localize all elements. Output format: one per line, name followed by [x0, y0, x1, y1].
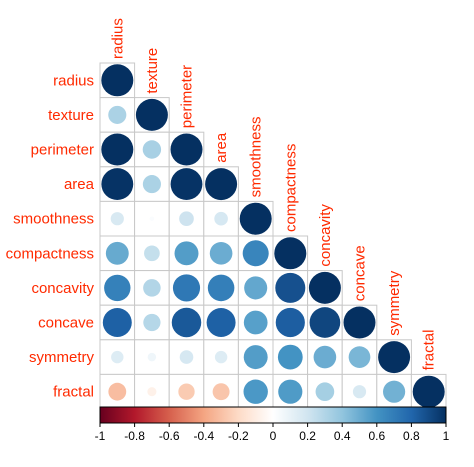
col-label-smoothness: smoothness	[248, 117, 265, 198]
corr-circle-fractal-concave	[352, 385, 367, 399]
row-label-radius: radius	[53, 72, 94, 89]
col-label-radius: radius	[109, 18, 126, 59]
corr-circle-compactness-perimeter	[174, 241, 199, 266]
colorbar-tick-label: -0.2	[228, 429, 249, 443]
row-label-perimeter: perimeter	[31, 142, 94, 159]
corr-circle-symmetry-symmetry	[378, 341, 411, 374]
colorbar-tick-label: -0.4	[193, 429, 214, 443]
corr-circle-concave-area	[206, 308, 236, 337]
corr-circle-concavity-area	[207, 274, 235, 302]
corr-circle-concavity-radius	[104, 274, 131, 302]
corr-circle-fractal-fractal	[412, 375, 445, 408]
correlation-cells	[99, 62, 447, 410]
colorbar-gradient	[99, 406, 447, 424]
corr-circle-area-area	[205, 168, 238, 201]
corr-circle-symmetry-perimeter	[179, 350, 194, 364]
corr-circle-concave-concave	[343, 306, 376, 339]
corr-circle-concave-smoothness	[243, 310, 268, 335]
corr-circle-concavity-concavity	[308, 271, 341, 304]
corr-circle-symmetry-concave	[348, 346, 371, 368]
corr-circle-symmetry-smoothness	[243, 345, 268, 370]
corr-circle-concavity-texture	[143, 279, 161, 297]
colorbar-tick-label: -0.6	[159, 429, 180, 443]
corr-circle-smoothness-perimeter	[179, 211, 194, 227]
corr-circle-concave-radius	[102, 308, 132, 337]
corr-circle-concavity-compactness	[275, 272, 306, 303]
colorbar-tick-label: 0	[270, 429, 277, 443]
col-label-concavity: concavity	[317, 204, 334, 267]
colorbar-tick-label: 1	[443, 429, 450, 443]
corr-circle-compactness-compactness	[274, 237, 307, 270]
corr-circle-compactness-area	[209, 241, 233, 265]
corr-circle-concavity-smoothness	[244, 276, 268, 300]
corr-circle-concavity-perimeter	[172, 274, 201, 302]
corr-circle-perimeter-radius	[101, 133, 134, 166]
corr-circle-concave-perimeter	[171, 307, 202, 338]
col-label-perimeter: perimeter	[179, 65, 196, 128]
row-label-concave: concave	[38, 315, 94, 332]
corr-circle-concave-compactness	[275, 307, 305, 338]
col-label-concave: concave	[352, 245, 369, 301]
corr-circle-fractal-compactness	[278, 379, 303, 404]
row-label-compactness: compactness	[6, 245, 94, 262]
corr-circle-smoothness-radius	[110, 212, 124, 226]
corr-circle-smoothness-area	[214, 211, 228, 226]
corr-circle-smoothness-texture	[149, 216, 155, 221]
colorbar: -1 -0.8 -0.6 -0.4 -0.2 0 0.2 0.4 0.6 0.8 1	[95, 406, 450, 443]
corr-circle-perimeter-texture	[142, 140, 162, 159]
row-labels: radius texture perimeter area smoothness comp…	[6, 72, 95, 400]
corr-circle-compactness-radius	[105, 241, 129, 265]
corr-circle-fractal-radius	[108, 382, 127, 401]
row-label-concavity: concavity	[31, 280, 94, 297]
row-label-fractal: fractal	[53, 384, 94, 401]
corr-circle-concave-texture	[143, 313, 161, 332]
col-label-compactness: compactness	[282, 144, 299, 232]
colorbar-tick-label: -0.8	[124, 429, 145, 443]
corr-circle-fractal-smoothness	[243, 379, 268, 404]
corr-circle-compactness-texture	[144, 245, 160, 262]
col-label-texture: texture	[144, 48, 161, 94]
col-label-area: area	[213, 132, 230, 163]
col-label-fractal: fractal	[421, 330, 438, 371]
row-label-texture: texture	[48, 107, 94, 124]
corr-circle-smoothness-smoothness	[239, 202, 272, 235]
colorbar-tick-label: 0.4	[334, 429, 351, 443]
row-label-symmetry: symmetry	[29, 349, 94, 366]
corr-circle-area-texture	[142, 175, 161, 194]
corr-circle-fractal-texture	[147, 387, 157, 397]
corr-circle-concave-concavity	[309, 307, 341, 338]
corr-circle-symmetry-radius	[111, 350, 124, 364]
corr-circle-symmetry-compactness	[277, 344, 303, 370]
colorbar-tick-label: 0.2	[299, 429, 316, 443]
corr-circle-symmetry-area	[214, 350, 228, 364]
corr-circle-area-radius	[101, 168, 134, 201]
column-labels: radius texture perimeter area smoothness comp…	[109, 18, 437, 370]
corr-circle-texture-texture	[135, 98, 168, 131]
corr-circle-perimeter-perimeter	[170, 133, 203, 166]
corr-circle-radius-radius	[101, 64, 134, 97]
corr-circle-fractal-area	[212, 383, 230, 401]
corr-circle-fractal-concavity	[315, 382, 335, 402]
corr-circle-area-perimeter	[170, 168, 203, 201]
corr-circle-compactness-smoothness	[242, 240, 269, 267]
corr-circle-texture-radius	[108, 105, 127, 124]
col-label-symmetry: symmetry	[386, 270, 403, 335]
corr-circle-fractal-perimeter	[178, 383, 195, 400]
colorbar-tick-label: 0.8	[403, 429, 420, 443]
cell-area-texture	[134, 166, 170, 202]
row-label-smoothness: smoothness	[13, 211, 94, 228]
row-label-area: area	[64, 176, 95, 193]
corr-circle-symmetry-texture	[147, 352, 157, 362]
cell-smoothness-area	[203, 200, 239, 237]
colorbar-tick-label: -1	[95, 429, 106, 443]
corr-circle-fractal-symmetry	[383, 380, 406, 403]
corr-circle-symmetry-concavity	[313, 345, 337, 369]
colorbar-tick-label: 0.6	[368, 429, 385, 443]
